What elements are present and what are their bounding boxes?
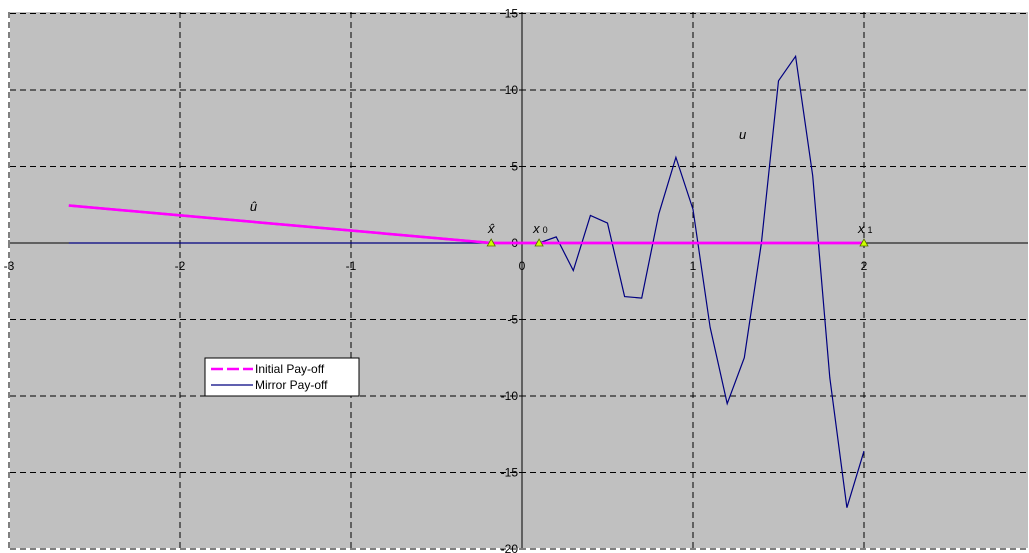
legend: Initial Pay-off Mirror Pay-off [204,357,360,397]
marker-subscript: 0 [543,225,548,235]
y-tick-label: 10 [505,83,519,97]
series-group [68,54,865,508]
y-tick-label: -5 [507,313,518,327]
y-tick-label: -10 [501,389,519,403]
y-tick-label: 15 [505,7,519,21]
x-tick-label: -3 [4,259,15,273]
annotations-group: ûu [250,127,746,214]
plot-area [10,12,1028,548]
point-marker [486,238,496,247]
curve-annotation: û [250,199,257,214]
series-mirror-payoff [68,54,865,508]
x-tick-label: -1 [346,259,357,273]
y-tick-label: -15 [501,466,519,480]
series-initial-payoff-overlay [68,204,864,245]
legend-label: Mirror Pay-off [255,378,328,392]
y-tick-label: -20 [501,542,519,553]
x-tick-label: 0 [519,259,526,273]
point-marker [859,238,869,247]
x-tick-label: 2 [861,259,868,273]
marker-label: x̂ [487,221,495,236]
y-tick-label: 5 [511,160,518,174]
legend-label: Initial Pay-off [255,362,325,376]
point-marker [534,238,544,247]
curve-annotation: u [739,127,746,142]
legend-box [204,357,360,397]
x-tick-label: -2 [175,259,186,273]
marker-subscript: 1 [868,225,873,235]
x-tick-label: 1 [690,259,697,273]
